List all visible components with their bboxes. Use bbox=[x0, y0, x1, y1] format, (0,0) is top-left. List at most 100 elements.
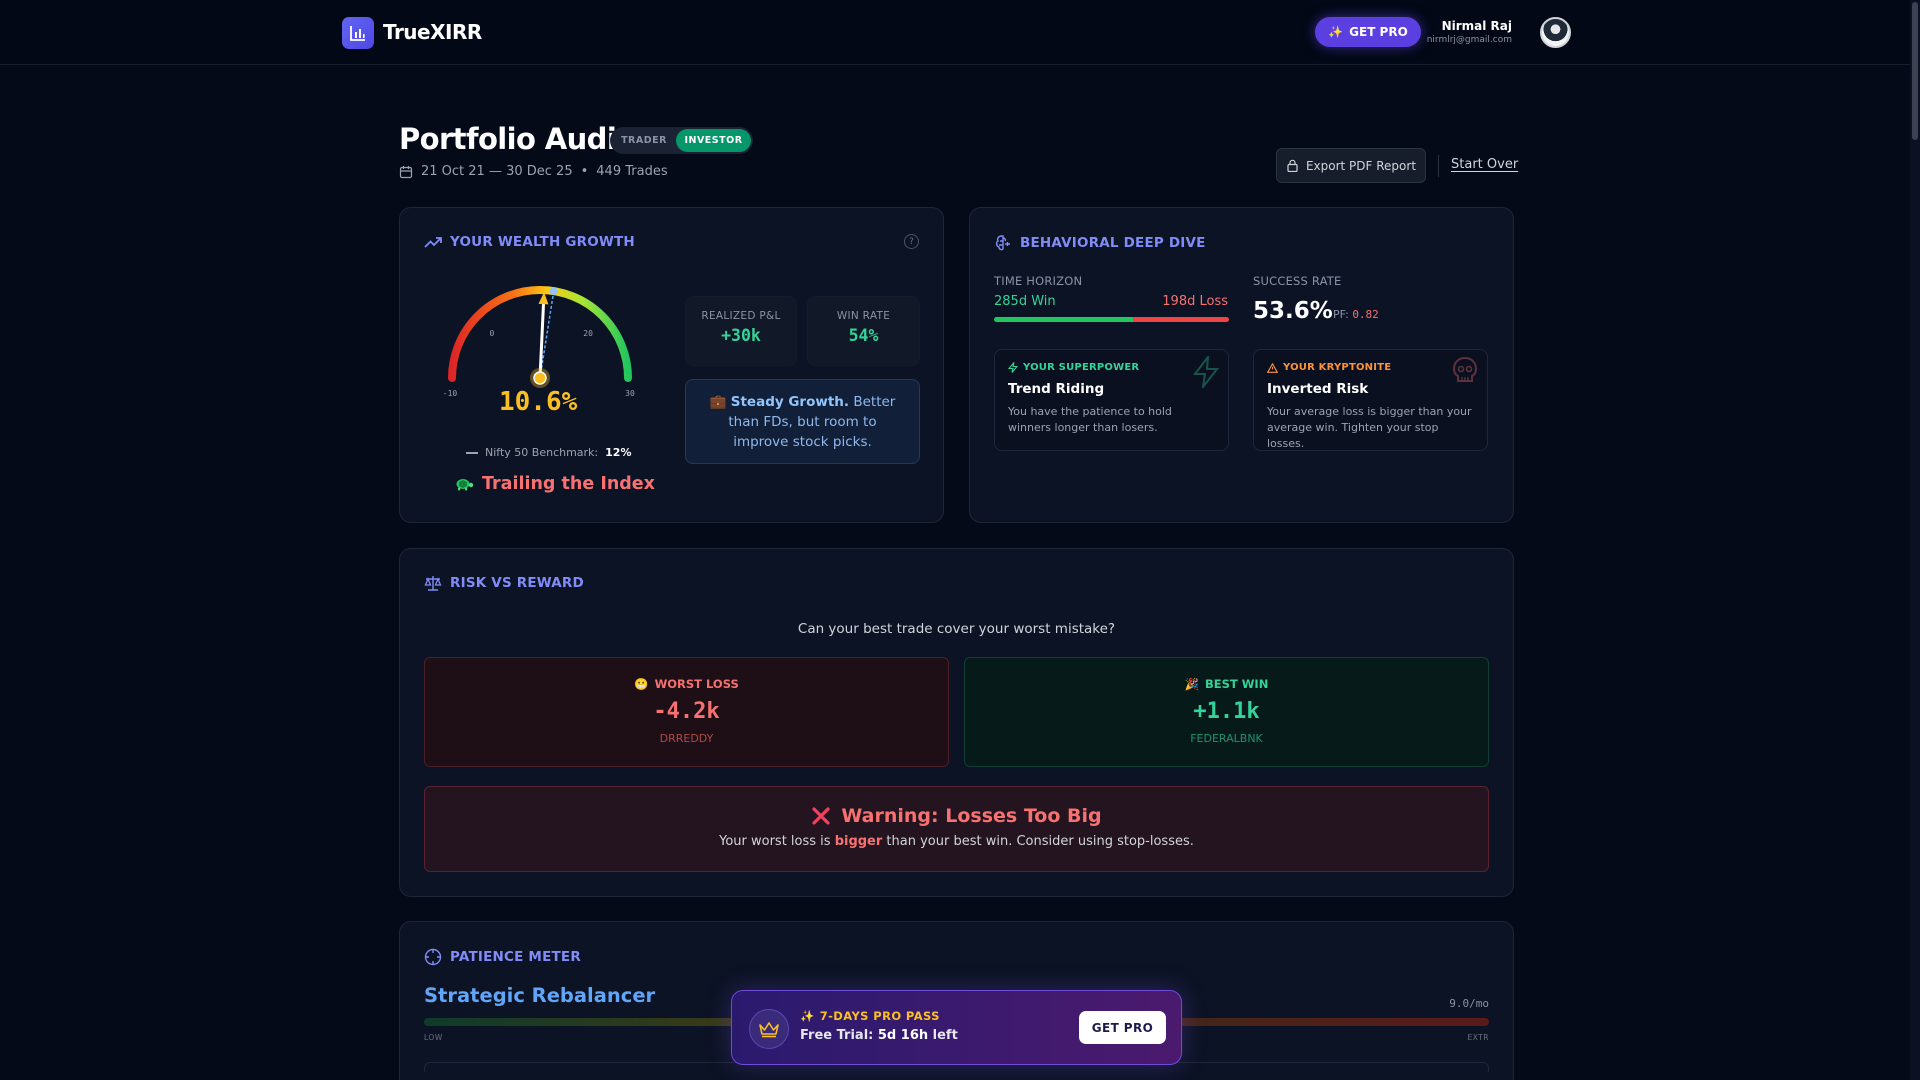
gauge-tick-label: 30 bbox=[625, 389, 635, 398]
verdict-text: Trailing the Index bbox=[482, 474, 655, 494]
xirr-gauge: -10 0 20 30 bbox=[443, 286, 635, 398]
audit-period: 21 Oct 21 — 30 Dec 25 • 449 Trades bbox=[399, 164, 668, 179]
scale-icon bbox=[424, 576, 442, 591]
mode-trader-option[interactable]: TRADER bbox=[621, 135, 667, 146]
warning-post: than your best win. Consider using stop-… bbox=[882, 834, 1194, 849]
mode-toggle[interactable]: TRADER INVESTOR bbox=[610, 127, 753, 154]
brand-name[interactable]: TrueXIRR bbox=[383, 20, 482, 44]
benchmark-legend-dash bbox=[466, 451, 478, 454]
mode-investor-option[interactable]: INVESTOR bbox=[676, 129, 751, 152]
trade-count: 449 Trades bbox=[596, 164, 668, 179]
xirr-value: 10.6% bbox=[499, 387, 578, 417]
sparkle-small-icon: ✨ bbox=[800, 1009, 815, 1023]
kryptonite-desc: Your average loss is bigger than your av… bbox=[1267, 405, 1472, 450]
loss-warning-box: Warning: Losses Too Big Your worst loss … bbox=[424, 786, 1489, 872]
worst-loss-box: 😬 WORST LOSS -4.2k DRREDDY bbox=[424, 657, 949, 767]
user-avatar[interactable] bbox=[1540, 17, 1571, 48]
behavioral-card-title: BEHAVIORAL DEEP DIVE bbox=[994, 234, 1206, 252]
gauge-needle-tip bbox=[538, 292, 549, 305]
cross-icon bbox=[812, 807, 830, 825]
scrollbar-track[interactable] bbox=[1910, 0, 1920, 1080]
trending-up-icon bbox=[424, 237, 442, 248]
superpower-tag-text: YOUR SUPERPOWER bbox=[1023, 362, 1140, 373]
export-label: Export PDF Report bbox=[1305, 158, 1417, 173]
pf-label: PF: bbox=[1333, 308, 1349, 321]
best-win-value: +1.1k bbox=[1193, 699, 1260, 724]
patience-rate: 9.0/mo bbox=[1449, 997, 1489, 1010]
trial-suffix: left bbox=[932, 1028, 958, 1043]
best-win-ticker: FEDERALBNK bbox=[1190, 732, 1263, 745]
logo-chart-icon[interactable] bbox=[342, 17, 374, 49]
warning-emphasis: bigger bbox=[834, 834, 883, 849]
skull-bg-icon bbox=[1451, 356, 1479, 390]
risk-question: Can your best trade cover your worst mis… bbox=[797, 621, 1116, 637]
horizon-bar bbox=[994, 317, 1229, 322]
win-rate-box: WIN RATE 54% bbox=[807, 296, 920, 366]
crown-icon bbox=[749, 1009, 789, 1049]
growth-note: 💼 Steady Growth. Better than FDs, but ro… bbox=[685, 379, 920, 464]
benchmark-marker-dot bbox=[549, 287, 558, 296]
gauge-needle bbox=[538, 302, 545, 380]
time-horizon-label: TIME HORIZON bbox=[994, 274, 1083, 288]
kryptonite-box: YOUR KRYPTONITE Inverted Risk Your avera… bbox=[1253, 349, 1488, 451]
best-win-tag: 🎉 BEST WIN bbox=[965, 677, 1488, 691]
kryptonite-name: Inverted Risk bbox=[1267, 381, 1369, 397]
worst-loss-tag: 😬 WORST LOSS bbox=[425, 677, 948, 691]
grimace-emoji-icon: 😬 bbox=[634, 677, 649, 691]
start-over-link[interactable]: Start Over bbox=[1451, 157, 1519, 172]
superpower-name: Trend Riding bbox=[1008, 381, 1105, 397]
growth-note-title: Steady Growth. bbox=[730, 394, 850, 410]
worst-loss-label: WORST LOSS bbox=[654, 677, 739, 691]
gauge-tick-label: -10 bbox=[443, 389, 458, 398]
superpower-box: YOUR SUPERPOWER Trend Riding You have th… bbox=[994, 349, 1229, 451]
get-pro-button[interactable]: ✨ GET PRO bbox=[1315, 17, 1421, 47]
kryptonite-tag-text: YOUR KRYPTONITE bbox=[1283, 362, 1392, 373]
warning-title-text: Warning: Losses Too Big bbox=[841, 805, 1102, 827]
meter-high-label: EXTR bbox=[1467, 1033, 1489, 1042]
brain-icon bbox=[995, 235, 1010, 251]
behavioral-card: BEHAVIORAL DEEP DIVE TIME HORIZON 285d W… bbox=[969, 207, 1514, 523]
get-pro-label: GET PRO bbox=[1349, 25, 1408, 39]
trial-value: 5d 16h bbox=[877, 1028, 929, 1043]
benchmark-label: Nifty 50 Benchmark: bbox=[485, 446, 599, 459]
behavioral-title-text: BEHAVIORAL DEEP DIVE bbox=[1020, 235, 1206, 251]
gauge-tick-label: 0 bbox=[490, 329, 495, 338]
horizon-loss: 198d Loss bbox=[1162, 294, 1228, 309]
superpower-tag: YOUR SUPERPOWER bbox=[1008, 362, 1215, 373]
user-email: nirmlrj@gmail.com bbox=[1426, 35, 1512, 45]
lightning-bg-icon bbox=[1192, 353, 1220, 392]
win-rate-label: WIN RATE bbox=[836, 310, 891, 322]
best-win-label: BEST WIN bbox=[1204, 677, 1269, 691]
meta-separator: • bbox=[580, 164, 589, 179]
wealth-title-text: YOUR WEALTH GROWTH bbox=[450, 234, 635, 250]
top-navbar: TrueXIRR ✨ GET PRO Nirmal Raj nirmlrj@gm… bbox=[0, 0, 1910, 65]
realized-pnl-value: +30k bbox=[721, 326, 761, 345]
briefcase-icon: 💼 bbox=[709, 394, 727, 410]
warning-triangle-icon bbox=[1267, 362, 1278, 373]
crosshair-icon bbox=[424, 948, 442, 966]
warning-text: Your worst loss is bigger than your best… bbox=[425, 834, 1488, 849]
scrollbar-thumb[interactable] bbox=[1912, 2, 1918, 140]
help-icon[interactable]: ? bbox=[904, 234, 919, 249]
realized-pnl-label: REALIZED P&L bbox=[701, 310, 781, 322]
sparkle-icon: ✨ bbox=[1328, 25, 1344, 39]
patience-card-title: PATIENCE METER bbox=[424, 948, 581, 966]
wealth-card-title: YOUR WEALTH GROWTH bbox=[424, 234, 635, 250]
trial-countdown: Free Trial: 5d 16h left bbox=[800, 1028, 958, 1043]
worst-loss-ticker: DRREDDY bbox=[659, 732, 714, 745]
patience-title-text: PATIENCE METER bbox=[450, 949, 581, 965]
risk-card-title: RISK VS REWARD bbox=[424, 575, 584, 591]
user-name: Nirmal Raj bbox=[1441, 19, 1512, 33]
calendar-icon bbox=[399, 165, 413, 178]
risk-reward-card: RISK VS REWARD Can your best trade cover… bbox=[399, 548, 1514, 897]
trial-label: Free Trial: bbox=[800, 1028, 874, 1043]
promo-get-pro-button[interactable]: GET PRO bbox=[1079, 1011, 1166, 1044]
pro-pass-tag-text: 7-DAYS PRO PASS bbox=[819, 1009, 940, 1023]
export-pdf-button[interactable]: Export PDF Report bbox=[1276, 148, 1426, 183]
gauge-tick-label: 20 bbox=[583, 329, 593, 338]
win-rate-value: 54% bbox=[848, 326, 879, 345]
horizon-win: 285d Win bbox=[994, 294, 1056, 309]
date-range: 21 Oct 21 — 30 Dec 25 bbox=[421, 164, 573, 179]
kryptonite-tag: YOUR KRYPTONITE bbox=[1267, 362, 1474, 373]
profit-factor: PF: 0.82 bbox=[1333, 308, 1379, 321]
